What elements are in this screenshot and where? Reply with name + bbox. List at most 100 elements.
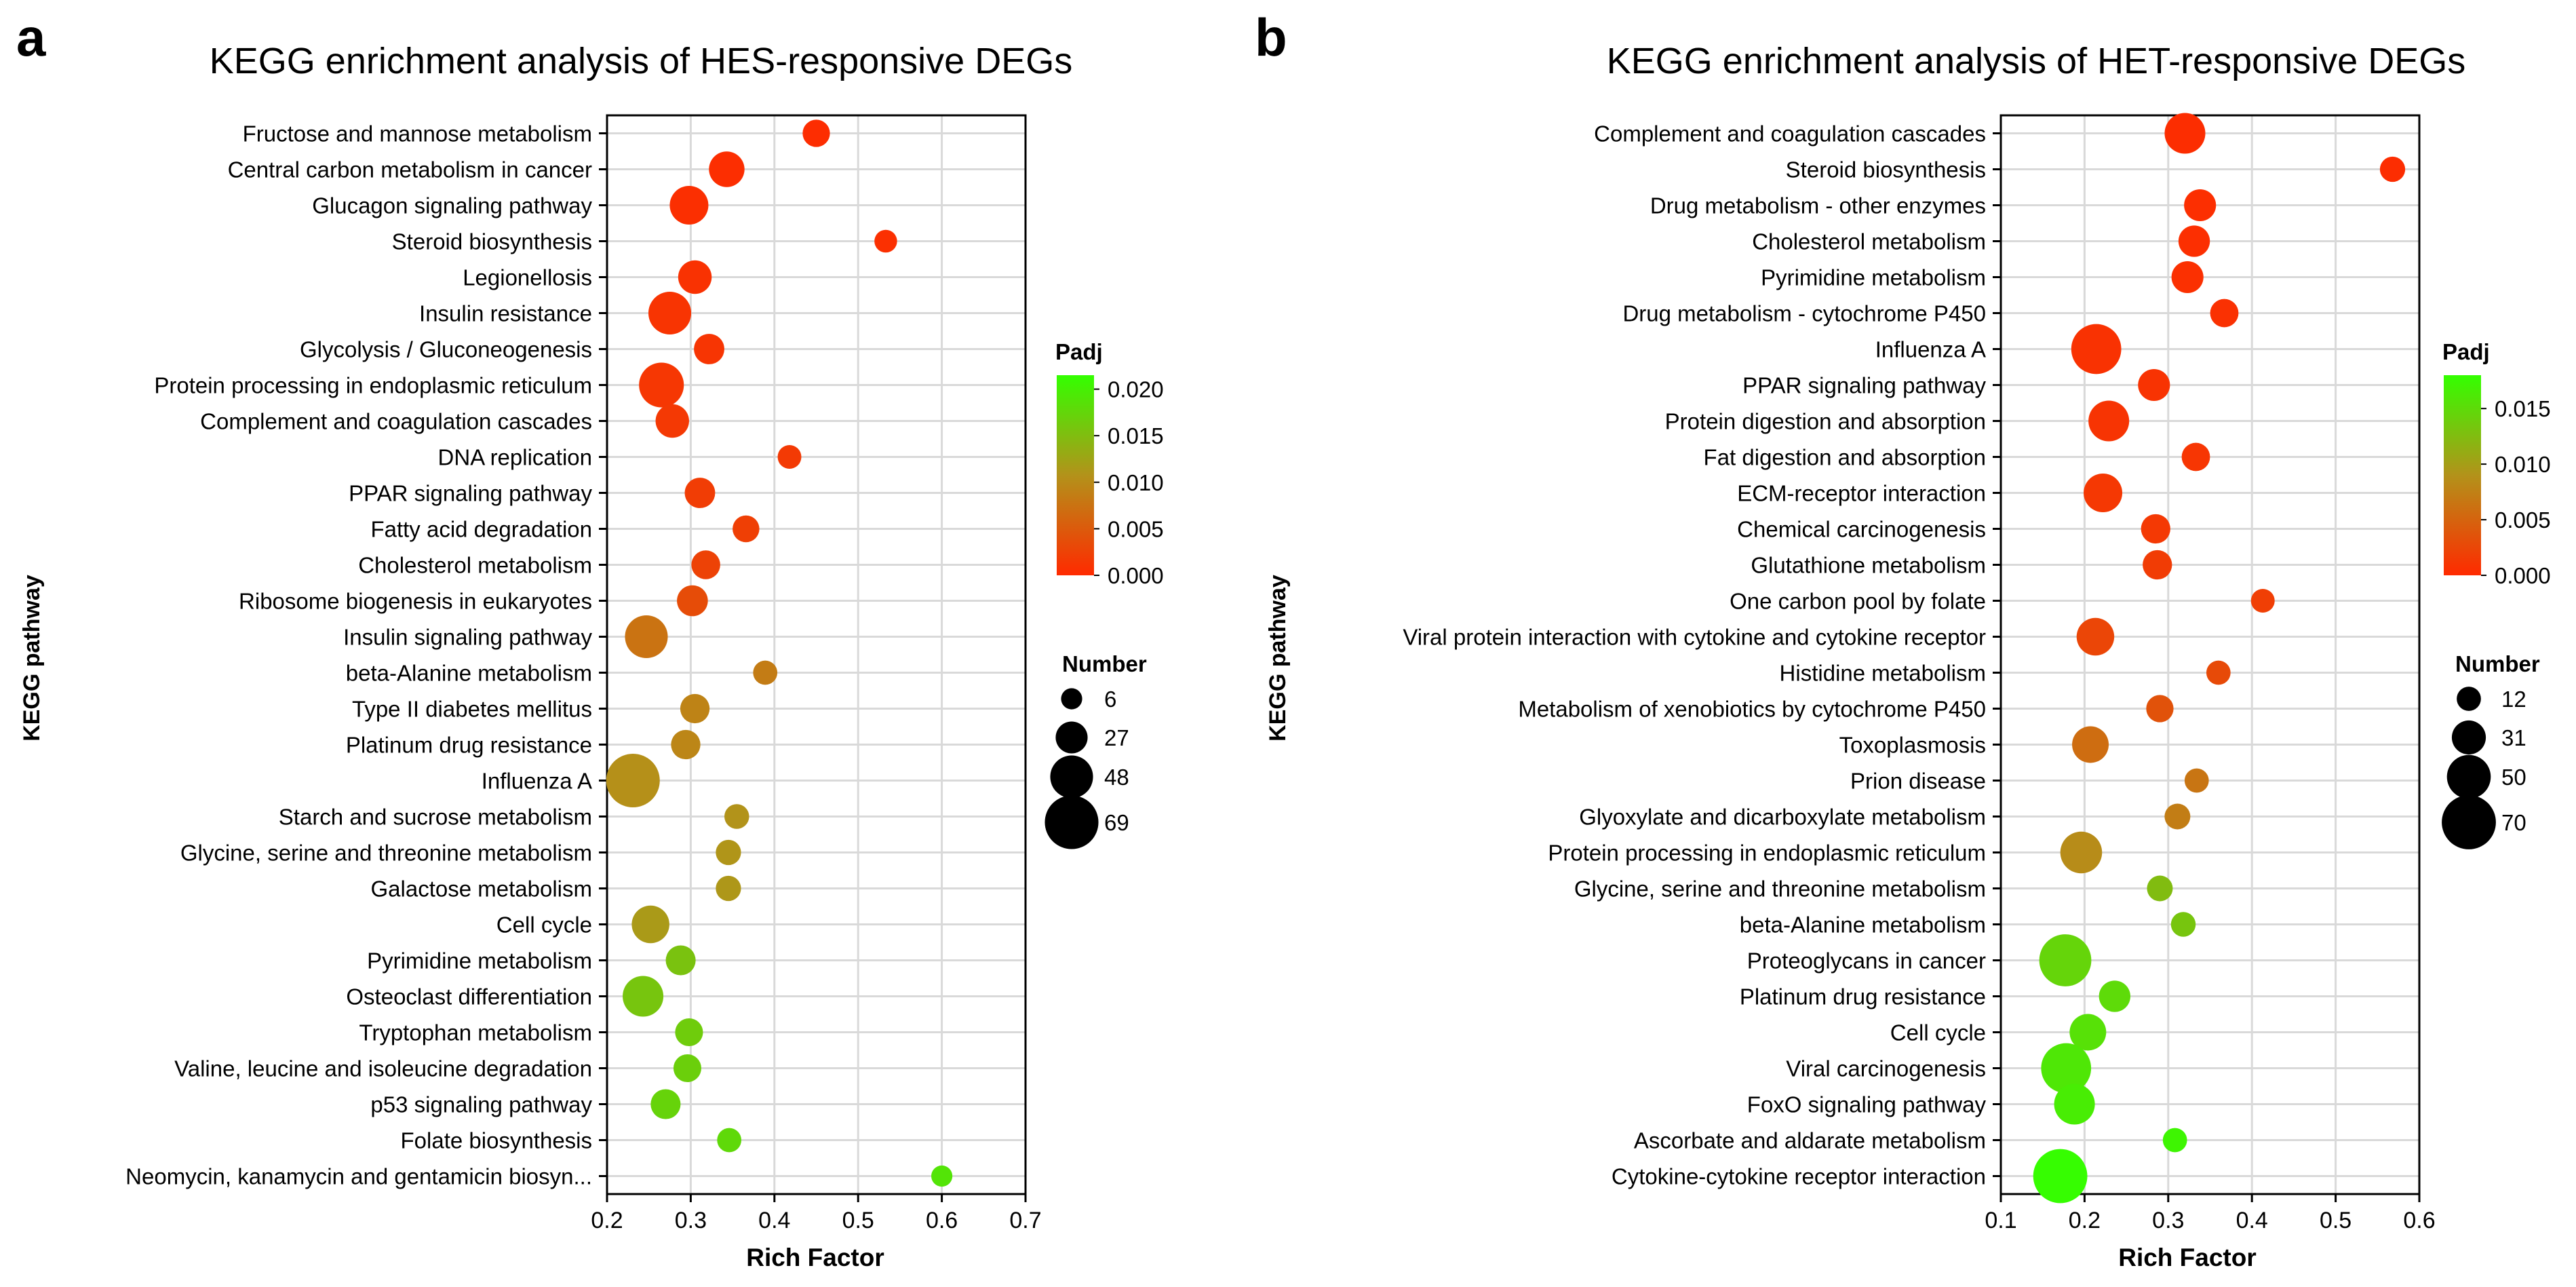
y-tick-label: Cytokine-cytokine receptor interaction <box>1612 1164 1986 1189</box>
y-tick-label: Fatty acid degradation <box>370 517 592 542</box>
bubble-point <box>716 875 741 902</box>
x-tick-label: 0.7 <box>1009 1208 1041 1233</box>
panel-b-y-axis-label: KEGG pathway <box>1265 575 1291 742</box>
x-tick-label: 0.5 <box>842 1208 874 1233</box>
color-bar-tick-label: 0.010 <box>2495 452 2551 477</box>
color-bar-tick-label: 0.000 <box>1108 563 1164 588</box>
bubble-point <box>2072 726 2109 763</box>
y-tick-label: ECM-receptor interaction <box>1737 481 1986 506</box>
y-tick-label: p53 signaling pathway <box>370 1092 592 1117</box>
y-tick-label: Glycine, serine and threonine metabolism <box>1574 877 1986 902</box>
y-tick-label: Tryptophan metabolism <box>359 1020 592 1045</box>
y-tick-label: Complement and coagulation cascades <box>200 409 592 434</box>
bubble-point <box>2162 1128 2187 1153</box>
bubble-point <box>2141 514 2170 544</box>
bubble-point <box>677 585 708 617</box>
bubble-point <box>874 229 897 253</box>
panel-a-size-legend: 6 27 48 69 <box>1045 687 1129 849</box>
y-tick-label: Viral protein interaction with cytokine … <box>1403 625 1986 650</box>
size-legend-label: 70 <box>2501 810 2526 835</box>
y-tick-label: Folate biosynthesis <box>401 1128 592 1153</box>
bubble-point <box>680 693 710 724</box>
bubble-point <box>717 1128 742 1153</box>
y-tick-label: Valine, leucine and isoleucine degradati… <box>174 1056 592 1081</box>
y-tick-label: DNA replication <box>438 445 592 470</box>
bubble-point <box>2184 189 2217 222</box>
y-tick-label: Platinum drug resistance <box>1740 984 1986 1010</box>
bubble-point <box>2164 803 2191 830</box>
panel-a-y-axis-label: KEGG pathway <box>19 575 45 742</box>
y-tick-label: Central carbon metabolism in cancer <box>228 157 592 183</box>
bubble-point <box>606 753 660 808</box>
bubble-point <box>2146 695 2174 723</box>
bubble-point <box>716 839 741 866</box>
bubble-point <box>2379 156 2406 183</box>
x-tick-label: 0.6 <box>2403 1208 2435 1233</box>
bubble-point <box>2143 550 2172 580</box>
panel-b-plot: Complement and coagulation cascades Stero… <box>1403 113 2436 1233</box>
panel-a-title: KEGG enrichment analysis of HES-responsi… <box>210 41 1072 81</box>
x-tick-label: 0.4 <box>2236 1208 2268 1233</box>
bubble-point <box>2071 324 2122 374</box>
y-tick-label: Viral carcinogenesis <box>1786 1056 1986 1081</box>
bubble-point <box>2250 589 2275 613</box>
panel-a-color-legend-title: Padj <box>1055 339 1103 364</box>
bubble-point <box>2060 831 2103 874</box>
y-tick-label: Chemical carcinogenesis <box>1737 517 1986 542</box>
color-bar-tick-label: 0.015 <box>1108 423 1164 448</box>
size-legend-dot <box>2442 795 2496 849</box>
bubble-point <box>2164 113 2206 154</box>
bubble-point <box>2181 442 2210 472</box>
y-tick-label: PPAR signaling pathway <box>349 481 592 506</box>
y-tick-label: Glyoxylate and dicarboxylate metabolism <box>1579 805 1986 830</box>
size-legend-dot <box>1061 688 1082 710</box>
bubble-point <box>2054 1083 2095 1125</box>
panel-a-size-legend-title: Number <box>1062 651 1147 676</box>
bubble-point <box>2088 400 2130 442</box>
bubble-point <box>802 119 830 147</box>
panel-b-color-legend-title: Padj <box>2442 339 2490 364</box>
panel-a: a KEGG enrichment analysis of HES-respon… <box>16 7 1164 1271</box>
panel-b-letter: b <box>1255 7 1287 67</box>
color-bar-tick-label: 0.005 <box>2495 507 2551 533</box>
size-legend-dot <box>1055 721 1088 754</box>
bubble-point <box>671 729 701 760</box>
y-tick-label: Metabolism of xenobiotics by cytochrome … <box>1518 697 1986 722</box>
color-bar-tick-label: 0.010 <box>1108 470 1164 495</box>
size-legend-dot <box>2446 754 2491 799</box>
bubble-point <box>724 804 749 829</box>
y-tick-label: Drug metabolism - other enzymes <box>1650 193 1986 218</box>
bubble-point <box>2206 660 2231 685</box>
y-tick-label: Influenza A <box>1875 337 1986 362</box>
bubble-point <box>2069 1014 2107 1051</box>
color-bar-tick-label: 0.000 <box>2495 563 2551 588</box>
bubble-point <box>2170 912 2196 937</box>
plot-frame <box>1999 114 2421 1195</box>
x-tick-label: 0.3 <box>2152 1208 2184 1233</box>
y-tick-label: Glycine, serine and threonine metabolism <box>180 841 592 866</box>
bubble-point <box>675 1018 703 1047</box>
color-bar-tick-label: 0.015 <box>2495 396 2551 421</box>
y-tick-label: Cholesterol metabolism <box>1752 229 1986 254</box>
bubble-point <box>733 515 760 543</box>
y-tick-label: Influenza A <box>482 769 592 794</box>
panel-a-color-bar-ticks: 0.020 0.015 0.010 0.005 0.000 <box>1094 377 1164 588</box>
y-tick-label: Legionellosis <box>463 265 592 290</box>
y-tick-label: Pyrimidine metabolism <box>1761 265 1986 290</box>
x-tick-label: 0.4 <box>758 1208 790 1233</box>
bubble-point <box>631 905 669 944</box>
bubble-point <box>673 1054 701 1083</box>
panel-b: b KEGG enrichment analysis of HET-respon… <box>1255 7 2551 1271</box>
panel-b-color-bar <box>2444 375 2481 575</box>
y-tick-label: Glutathione metabolism <box>1751 553 1986 578</box>
bubble-point <box>655 404 689 438</box>
x-tick-label: 0.3 <box>675 1208 707 1233</box>
y-tick-label: FoxO signaling pathway <box>1747 1092 1987 1117</box>
bubble-point <box>2178 225 2210 257</box>
y-tick-label: Insulin resistance <box>419 301 592 326</box>
bubble-point <box>665 945 696 976</box>
size-legend-label: 31 <box>2501 725 2526 750</box>
bubble-point <box>625 615 668 659</box>
bubble-point <box>2184 768 2209 793</box>
